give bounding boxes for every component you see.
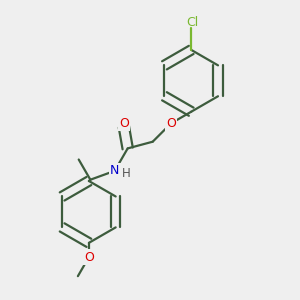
Text: O: O — [84, 250, 94, 264]
Text: O: O — [166, 117, 176, 130]
Text: N: N — [110, 164, 119, 177]
Text: Cl: Cl — [187, 16, 199, 29]
Text: O: O — [119, 117, 129, 130]
Text: H: H — [122, 167, 130, 180]
